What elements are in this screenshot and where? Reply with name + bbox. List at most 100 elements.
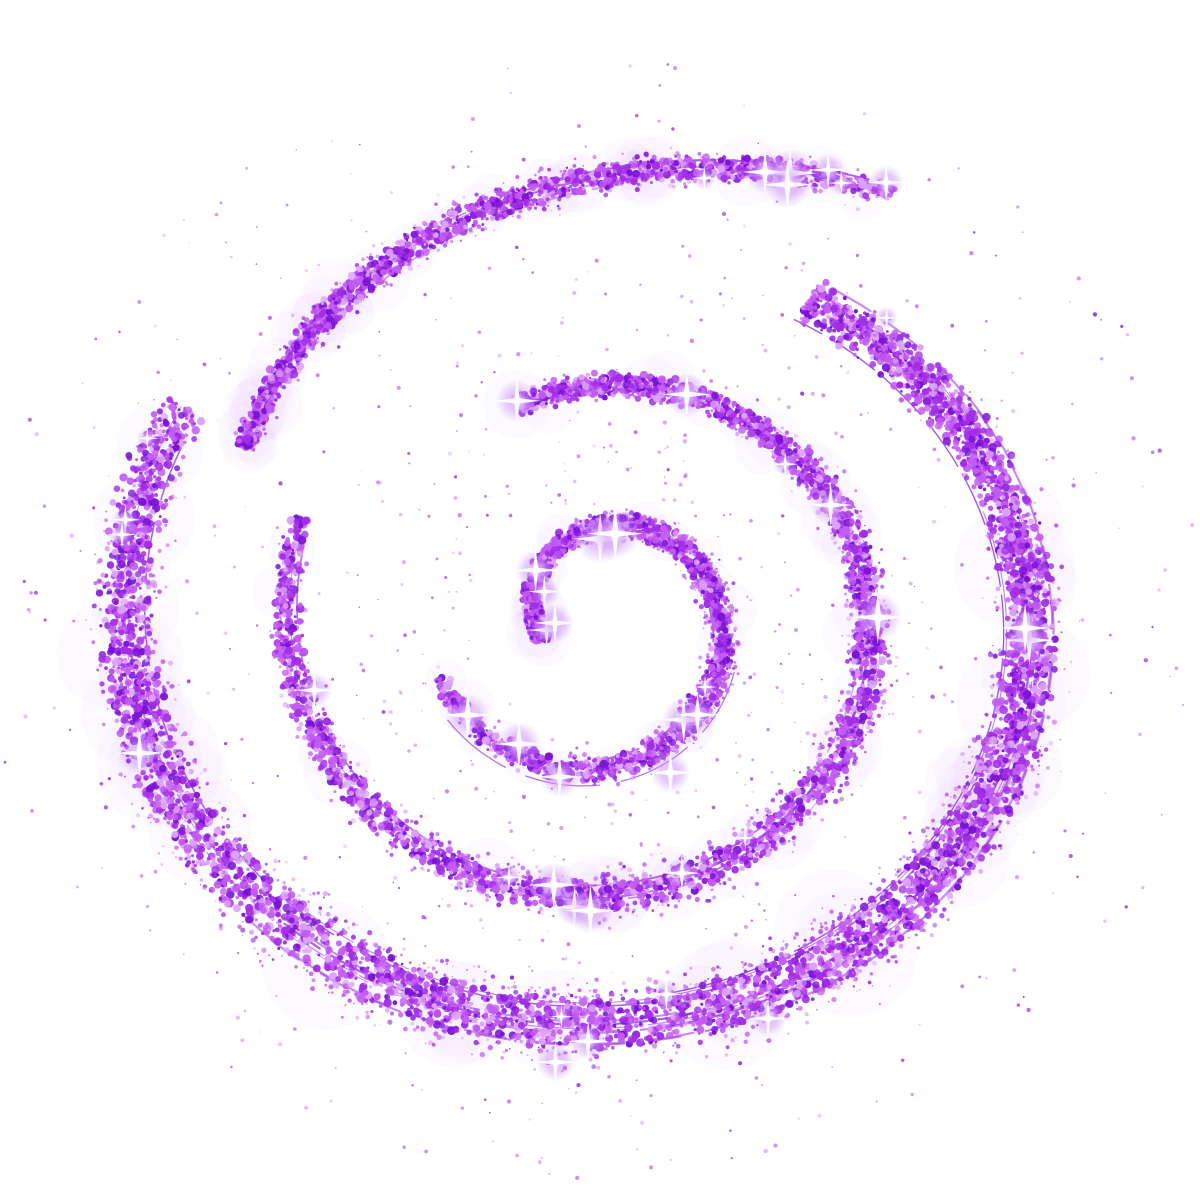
glitter-particle — [218, 923, 223, 928]
glitter-particle — [984, 843, 992, 851]
glitter-particle — [906, 408, 912, 413]
glitter-particle — [106, 708, 109, 710]
glitter-particle — [973, 467, 980, 474]
glitter-particle — [431, 966, 436, 971]
glitter-particle — [496, 1040, 501, 1045]
glitter-particle — [928, 383, 933, 388]
glitter-particle — [470, 1053, 473, 1056]
glitter-particle — [612, 1029, 616, 1033]
glitter-particle — [237, 924, 242, 929]
glitter-particle — [830, 964, 834, 969]
glitter-particle — [792, 989, 801, 998]
glitter-particle — [126, 477, 135, 485]
glitter-particle — [854, 898, 856, 901]
glitter-particle — [623, 1028, 628, 1033]
glitter-particle — [275, 903, 281, 909]
glitter-particle — [486, 991, 491, 996]
glitter-particle — [760, 952, 763, 955]
glitter-particle — [1033, 679, 1037, 683]
glitter-particle — [1019, 720, 1026, 727]
glitter-particle — [1035, 666, 1042, 672]
glitter-particle — [944, 792, 949, 797]
glitter-particle — [381, 961, 390, 970]
glitter-particle — [257, 923, 263, 928]
glitter-particle — [242, 879, 246, 883]
glitter-particle — [857, 940, 863, 945]
glitter-particle — [734, 1036, 737, 1039]
nebula-haze-blob — [907, 805, 1011, 908]
glitter-particle — [961, 440, 965, 445]
glitter-particle — [894, 873, 898, 877]
glitter-particle — [500, 1004, 505, 1009]
glitter-particle — [870, 902, 877, 909]
glitter-particle — [784, 946, 788, 950]
glitter-particle — [879, 942, 883, 947]
glitter-particle — [950, 429, 955, 434]
glitter-particle — [302, 954, 311, 963]
glitter-particle — [392, 1000, 398, 1006]
glitter-particle — [158, 852, 160, 855]
glitter-particle — [986, 520, 993, 528]
glitter-particle — [809, 936, 815, 942]
glitter-particle — [712, 1018, 716, 1023]
glitter-particle — [410, 966, 417, 973]
glitter-particle — [175, 722, 180, 727]
glitter-particle — [730, 1024, 735, 1029]
glitter-particle — [479, 1051, 485, 1058]
glitter-particle — [993, 600, 997, 604]
glitter-particle — [166, 723, 172, 729]
glitter-particle — [766, 984, 773, 991]
glitter-particle — [992, 644, 994, 647]
glitter-particle — [978, 868, 984, 874]
glitter-particle — [919, 848, 927, 856]
glitter-particle — [1036, 725, 1043, 732]
nebula-haze-blob — [425, 659, 467, 701]
glitter-particle — [259, 906, 267, 914]
glitter-particle — [387, 946, 393, 952]
glitter-particle — [928, 876, 932, 880]
glitter-particle — [131, 594, 136, 600]
glitter-particle — [282, 940, 288, 945]
glitter-particle — [111, 632, 116, 637]
glitter-particle — [869, 972, 873, 976]
glitter-particle — [364, 942, 368, 946]
glitter-particle — [365, 1002, 369, 1005]
glitter-particle — [195, 777, 199, 781]
glitter-particle — [164, 437, 169, 442]
glitter-particle — [374, 949, 382, 957]
glitter-particle — [471, 978, 476, 983]
glitter-particle — [96, 668, 100, 672]
glitter-particle — [1033, 682, 1036, 686]
glitter-particle — [538, 1037, 546, 1046]
glitter-particle — [801, 980, 808, 986]
glitter-particle — [995, 425, 999, 429]
glitter-particle — [93, 581, 98, 586]
glitter-particle — [136, 534, 140, 538]
glitter-particle — [318, 930, 321, 934]
glitter-particle — [998, 510, 1003, 514]
glitter-particle — [108, 588, 112, 592]
glitter-particle — [170, 757, 174, 760]
glitter-particle — [155, 526, 163, 533]
glitter-particle — [424, 1042, 427, 1045]
glitter-particle — [1041, 719, 1044, 723]
glitter-particle — [914, 382, 921, 389]
glitter-particle — [858, 969, 863, 973]
glitter-particle — [965, 775, 969, 779]
glitter-particle — [312, 891, 316, 896]
glitter-particle — [1001, 495, 1006, 500]
glitter-particle — [739, 1002, 743, 1005]
glitter-particle — [966, 456, 970, 461]
glitter-particle — [117, 621, 123, 627]
glitter-particle — [909, 897, 915, 903]
glitter-particle — [925, 826, 929, 830]
glitter-particle — [655, 1024, 663, 1032]
glitter-particle — [1010, 693, 1014, 697]
glitter-particle — [782, 940, 785, 943]
glitter-particle — [933, 388, 938, 393]
glitter-particle — [592, 988, 598, 994]
glitter-particle — [1037, 521, 1042, 525]
glitter-particle — [801, 995, 810, 1004]
glitter-particle — [1039, 663, 1044, 667]
glitter-particle — [942, 437, 951, 446]
